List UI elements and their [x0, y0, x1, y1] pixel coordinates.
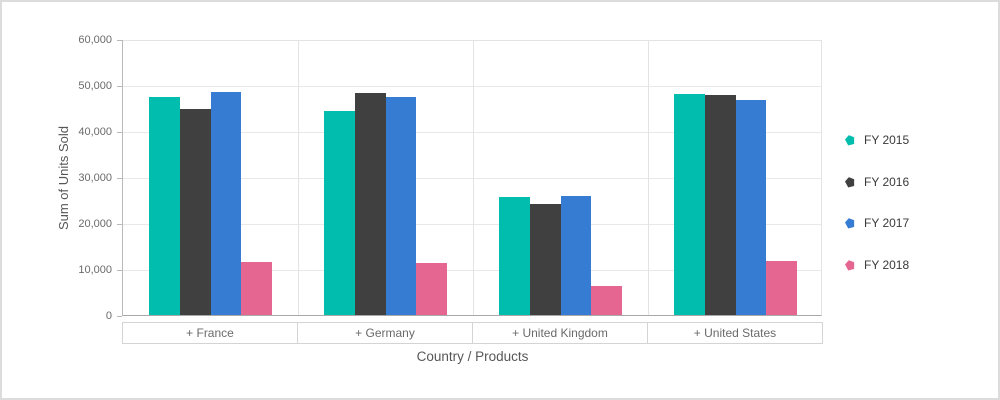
bar-fy-2016-germany[interactable] — [354, 93, 386, 315]
y-axis-tick — [117, 86, 122, 87]
y-axis-label-60-000: 60,000 — [78, 34, 112, 46]
bar-fy-2017-germany[interactable] — [385, 97, 417, 315]
y-axis-tick — [117, 40, 122, 41]
y-axis-label-0: 0 — [105, 310, 112, 322]
legend-item-fy-2015[interactable]: FY 2015 — [845, 133, 909, 147]
bar-group-france — [123, 40, 298, 315]
category-united-states[interactable]: + United States — [647, 322, 823, 344]
y-axis-tick — [117, 270, 122, 271]
legend-marker-icon — [844, 176, 856, 188]
gridline-10000 — [123, 270, 821, 271]
legend-marker-icon — [844, 259, 856, 271]
legend-label: FY 2016 — [864, 174, 910, 189]
category-separator — [298, 40, 299, 315]
y-axis-tick — [117, 178, 122, 179]
bar-fy-2018-france[interactable] — [241, 262, 272, 315]
y-axis-label-50-000: 50,000 — [78, 80, 112, 92]
category-united-kingdom[interactable]: + United Kingdom — [472, 322, 648, 344]
legend-item-fy-2017[interactable]: FY 2017 — [845, 216, 909, 230]
legend-label: FY 2015 — [864, 133, 910, 147]
gridline-40000 — [123, 132, 821, 133]
bar-fy-2016-united-kingdom[interactable] — [529, 204, 561, 315]
y-axis-tick — [117, 224, 122, 225]
plot-area — [122, 40, 822, 316]
y-axis-label-30-000: 30,000 — [78, 172, 112, 184]
bar-fy-2016-united-states[interactable] — [704, 94, 736, 315]
category-separator — [473, 40, 474, 315]
y-axis-tick — [117, 132, 122, 133]
bar-fy-2015-united-kingdom[interactable] — [499, 197, 530, 315]
gridline-30000 — [123, 178, 821, 179]
category-germany[interactable]: + Germany — [297, 322, 473, 344]
y-axis-label-20-000: 20,000 — [78, 218, 112, 230]
y-axis-tick — [117, 316, 122, 317]
y-axis-label-10-000: 10,000 — [78, 264, 112, 276]
legend-label: FY 2017 — [864, 216, 910, 231]
legend-label: FY 2018 — [864, 258, 910, 273]
bar-fy-2017-united-kingdom[interactable] — [560, 195, 592, 315]
bar-group-united-states — [648, 40, 823, 315]
bar-fy-2018-united-states[interactable] — [766, 261, 797, 315]
category-france[interactable]: + France — [122, 322, 298, 344]
bar-fy-2015-united-states[interactable] — [674, 94, 705, 315]
bar-group-germany — [298, 40, 473, 315]
bar-fy-2018-germany[interactable] — [416, 262, 447, 315]
y-axis-label-40-000: 40,000 — [78, 126, 112, 138]
gridline-60000 — [123, 40, 821, 41]
bar-fy-2017-united-states[interactable] — [735, 99, 767, 315]
x-axis-title: Country / Products — [416, 349, 529, 364]
bar-group-united-kingdom — [473, 40, 648, 315]
bar-fy-2017-france[interactable] — [210, 91, 242, 315]
gridline-50000 — [123, 86, 821, 87]
category-separator — [648, 40, 649, 315]
legend-item-fy-2018[interactable]: FY 2018 — [845, 258, 909, 272]
bar-fy-2015-france[interactable] — [149, 97, 180, 315]
legend-marker-icon — [844, 217, 856, 229]
bar-fy-2016-france[interactable] — [179, 109, 211, 315]
gridline-20000 — [123, 224, 821, 225]
bar-fy-2015-germany[interactable] — [324, 110, 355, 315]
legend-marker-icon — [844, 134, 856, 146]
bar-fy-2018-united-kingdom[interactable] — [591, 286, 622, 315]
legend-item-fy-2016[interactable]: FY 2016 — [845, 175, 909, 189]
